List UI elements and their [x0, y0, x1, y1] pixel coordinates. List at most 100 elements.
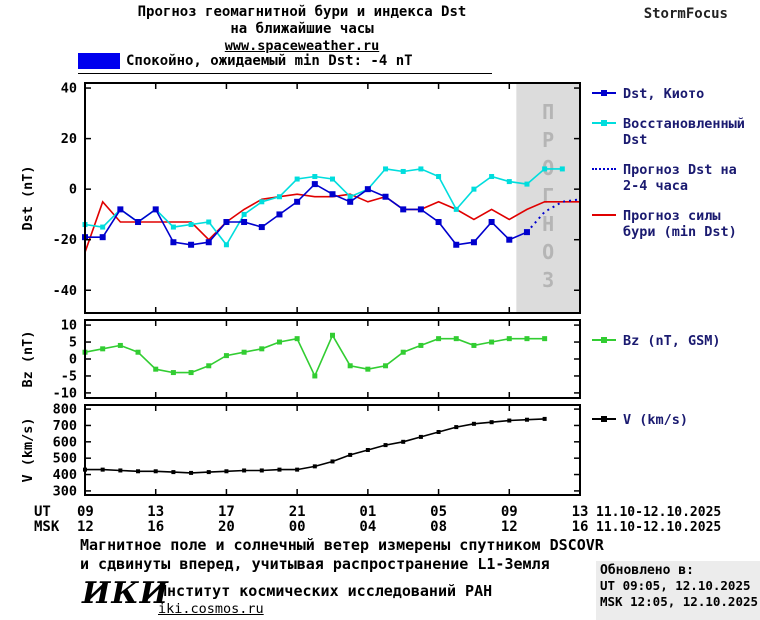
dst-restored-marker	[100, 224, 106, 230]
solar-wind-speed-marker	[365, 448, 370, 452]
dst-restored-marker	[489, 174, 495, 180]
status-legend: Спокойно, ожидаемый min Dst: -4 nT	[78, 53, 492, 74]
v-swatch-icon	[592, 415, 616, 425]
dst-kyoto-marker	[135, 219, 142, 226]
ut-tick-label: 17	[218, 504, 235, 520]
forecast-label-letter: О	[542, 156, 554, 180]
dst-kyoto-marker	[258, 224, 265, 231]
v-legend: V (km/s)	[592, 412, 755, 428]
series-dst-restored	[84, 168, 563, 247]
dst-restored-marker	[453, 206, 459, 212]
legend-entry-storm-force: Прогноз силы бури (min Dst)	[592, 208, 755, 240]
ut-tick-label: 05	[430, 504, 447, 520]
dst-restored-marker	[542, 166, 548, 172]
dst-kyoto-marker	[117, 206, 124, 213]
dst-restored-marker	[559, 166, 565, 172]
solar-wind-speed-marker	[542, 416, 547, 421]
storm-force-swatch-icon	[592, 211, 616, 221]
msk-tick-label: 08	[430, 519, 447, 535]
ut-tick-label: 21	[289, 504, 306, 520]
dst-kyoto-marker	[435, 219, 442, 226]
ut-date-range: 11.10-12.10.2025	[596, 505, 721, 520]
measurement-note-line1: Магнитное поле и солнечный ветер измерен…	[80, 536, 604, 554]
solar-wind-speed-marker	[259, 468, 264, 473]
bz-gsm-marker	[436, 336, 442, 342]
dst-restored-marker	[383, 166, 389, 172]
solar-wind-speed-marker	[171, 470, 176, 475]
iki-site-link[interactable]: iki.cosmos.ru	[158, 601, 264, 617]
legend-label: V (km/s)	[623, 412, 689, 428]
msk-tick-label: 12	[77, 519, 94, 535]
panel-frame	[84, 82, 581, 314]
dst-restored-marker	[223, 242, 229, 248]
panel-frame	[84, 319, 581, 399]
dst-kyoto-marker	[453, 241, 460, 248]
solar-wind-speed-marker	[436, 430, 441, 434]
dst-kyoto-marker	[99, 234, 106, 241]
dst-kyoto-marker	[417, 206, 424, 213]
forecast-label-letter: Г	[542, 184, 554, 208]
bz-gsm-marker	[453, 336, 459, 342]
solar-wind-speed-marker	[224, 469, 229, 474]
bz-swatch-icon	[592, 336, 616, 346]
legend-label: Прогноз силы бури (min Dst)	[623, 208, 737, 240]
dst-kyoto-marker	[276, 211, 283, 218]
ut-tick-label: 01	[359, 504, 376, 520]
solar-wind-speed-marker	[277, 467, 282, 472]
solar-wind-speed-marker	[348, 452, 353, 457]
solar-wind-speed-marker	[524, 417, 529, 422]
dst-kyoto-marker	[241, 219, 248, 226]
dst-kyoto-marker	[506, 236, 513, 243]
dst-restored-marker	[241, 211, 247, 217]
msk-tick-label: 16	[572, 519, 589, 535]
y-tick-label: 600	[53, 434, 77, 450]
dst-kyoto-marker	[152, 206, 159, 213]
updated-msk: MSK 12:05, 12.10.2025	[600, 594, 759, 609]
dst-restored-swatch-icon	[592, 119, 616, 129]
y-tick-label: -5	[61, 368, 77, 384]
y-tick-label: -10	[53, 385, 77, 401]
forecast-label-letter: Н	[542, 212, 554, 236]
legend-entry-dst-kyoto: Dst, Киото	[592, 86, 755, 102]
updated-panel: Обновлено в: UT 09:05, 12.10.2025 MSK 12…	[596, 561, 760, 620]
msk-date-range: 11.10-12.10.2025	[596, 520, 721, 535]
dst-kyoto-marker	[170, 239, 177, 246]
bz-gsm-marker	[471, 342, 477, 348]
brand-label: StormFocus	[643, 6, 728, 22]
legend-label: Восстановленный Dst	[623, 116, 745, 148]
dst-legend: Dst, Киото Восстановленный Dst Прогноз D…	[592, 86, 755, 240]
solar-wind-speed-marker	[295, 467, 300, 472]
ut-tick-label: 13	[147, 504, 164, 520]
dst-forecast-swatch-icon	[592, 165, 616, 175]
y-tick-label: 0	[69, 182, 77, 198]
dst-axis-title: Dst (nT)	[20, 165, 36, 230]
dst-restored-marker	[206, 219, 212, 225]
solar-wind-speed-marker	[100, 467, 105, 472]
dst-kyoto-marker	[382, 193, 389, 200]
forecast-label-letter: П	[542, 100, 554, 124]
bz-gsm-marker	[135, 349, 141, 355]
institute-name: Институт космических исследований РАН	[158, 582, 493, 600]
v-axis-title: V (km/s)	[20, 417, 36, 482]
dst-kyoto-marker	[188, 241, 195, 248]
measurement-note-line2: и сдвинуты вперед, учитывая распростране…	[80, 555, 550, 573]
dst-kyoto-marker	[294, 198, 301, 205]
series-storm-force-forecast	[84, 193, 580, 253]
legend-entry-dst-forecast: Прогноз Dst на 2-4 часа	[592, 162, 755, 194]
dst-restored-marker	[347, 194, 353, 200]
legend-label: Dst, Киото	[623, 86, 705, 102]
bz-gsm-marker	[330, 332, 335, 338]
dst-restored-marker	[400, 168, 406, 174]
dst-restored-marker	[312, 174, 318, 180]
bz-gsm-marker	[276, 339, 282, 345]
y-tick-label: 0	[69, 352, 77, 368]
y-tick-label: 300	[53, 483, 77, 499]
dst-kyoto-marker	[523, 229, 530, 236]
bz-gsm-marker	[418, 342, 424, 348]
y-tick-label: 10	[61, 318, 77, 334]
dst-restored-marker	[330, 176, 335, 182]
solar-wind-speed-marker	[489, 420, 494, 425]
spaceweather-link[interactable]: www.spaceweather.ru	[224, 38, 380, 54]
